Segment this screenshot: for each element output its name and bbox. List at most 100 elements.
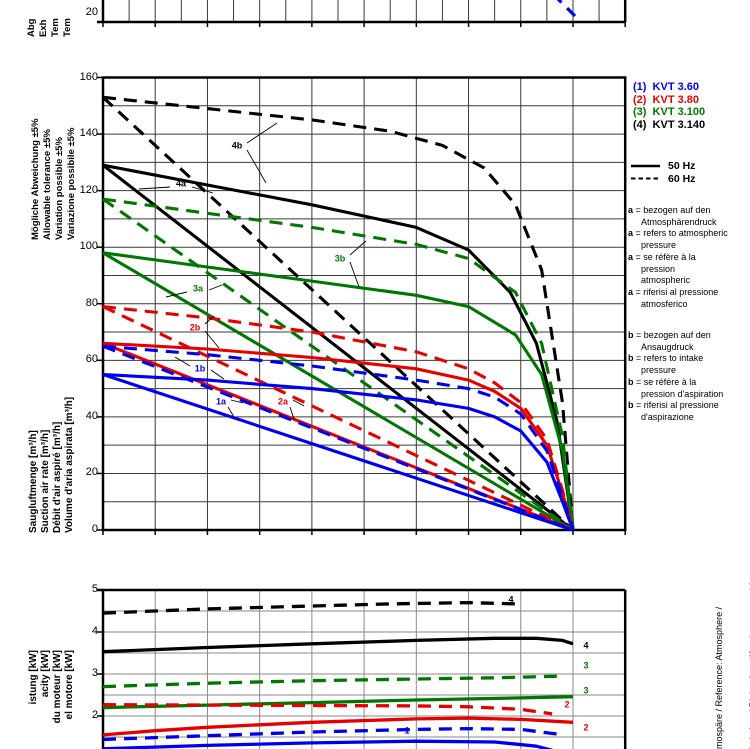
note-line: b = se réfère à la: [628, 376, 697, 387]
curve-1b-60hz: [102, 344, 575, 531]
suction-ytick-label: 140: [79, 127, 98, 140]
curve-label-3a: 3a: [192, 283, 204, 294]
power-curve-3-60hz: [102, 674, 563, 689]
axis-title-line: Saugluftmenge [m³/h]: [28, 430, 39, 533]
power-ytick-label: 2: [91, 709, 98, 721]
annotation-leader: [174, 356, 191, 367]
curve-4b-50hz: [102, 163, 575, 531]
curve-label-1b: 1b: [194, 363, 206, 374]
annotation-leader: [289, 406, 295, 420]
suction-ytick-label: 80: [85, 296, 98, 309]
note-line: atmospheric: [641, 275, 691, 286]
curve-label-4: 4: [583, 640, 589, 651]
note-line: Ansaugdruck: [641, 341, 694, 352]
curve-label-3: 3: [583, 660, 589, 671]
annotation-leader: [204, 315, 215, 325]
power-curve-1-50hz: [102, 739, 554, 749]
curve-label-4a: 4a: [175, 178, 187, 189]
curve-label-2: 2: [564, 699, 570, 710]
legend-entry-pump2: (2) KVT 3.80: [633, 93, 700, 106]
curve-label-1: 1: [404, 725, 410, 736]
modification-reserved-note: vorbehalten / Right of modification rese…: [721, 520, 750, 749]
annotation-leader: [246, 149, 267, 184]
note-line: Atmosphärendruck: [641, 216, 717, 227]
axis-title-line: Tem: [62, 18, 73, 37]
suction-ytick-label: 60: [85, 353, 98, 366]
annotation-leader: [138, 186, 171, 190]
suction-ytick-label: 40: [85, 409, 98, 422]
curve-label-3: 3: [583, 685, 589, 696]
note-line: b = refers to intake: [628, 353, 704, 364]
annotation-leader: [165, 291, 188, 298]
note-line: d'aspirazione: [641, 411, 694, 422]
suction-ytick-label: 100: [79, 240, 98, 253]
axis-title-line: istung [kW]: [28, 650, 39, 705]
curve-label-2: 2: [583, 722, 589, 733]
suction-ytick-label: 20: [85, 466, 98, 479]
annotation-leader: [292, 399, 305, 407]
annotation-leader: [227, 406, 235, 418]
curve-label-3b: 3b: [334, 253, 346, 264]
annotation-leader: [230, 399, 244, 404]
annotation-leader: [208, 284, 223, 291]
curve-4b-60hz: [102, 95, 575, 531]
note-line: b = bezogen auf den: [628, 330, 711, 340]
note-line: pressure: [641, 240, 677, 251]
axis-title-line: Tem: [50, 18, 61, 37]
freq-50hz-label: 50 Hz: [668, 160, 696, 172]
power-ytick-label: 3: [91, 667, 98, 679]
axis-title-line: Allowable tolerance ±5%: [42, 129, 53, 240]
note-line: b = riferisi al pressione: [628, 400, 719, 411]
curve-1b-50hz: [102, 372, 575, 531]
axis-title-line: acity [kW]: [40, 650, 51, 698]
note-b-block: b = bezogen auf den Ansaugdruck b = refers…: [628, 330, 750, 424]
suction-ytick-label: 120: [79, 183, 98, 196]
annotation-leader: [349, 261, 360, 288]
suction-ytick-label: 160: [79, 70, 98, 83]
curve-label-4b: 4b: [231, 140, 243, 151]
axis-title-line: Exh: [38, 19, 49, 37]
power-ytick-label: 5: [91, 583, 98, 595]
suction-ytick-label: 0: [91, 523, 98, 535]
curve-4a-50hz: [102, 163, 574, 532]
curve-3a-60hz: [102, 197, 574, 532]
note-line: pression: [641, 263, 676, 274]
curve-2a-60hz: [102, 305, 574, 532]
curve-1a-60hz: [102, 344, 574, 532]
axis-title-line: Mögliche Abweichung ±5%: [30, 118, 41, 240]
note-line: atmosferico: [641, 298, 688, 309]
note-line: pression d'aspiration: [641, 388, 724, 399]
curve-1a-50hz: [102, 373, 574, 532]
curve-label-1a: 1a: [215, 396, 227, 407]
curve-label-2b: 2b: [189, 322, 201, 333]
exhaust-chart-ytick-20: 20: [85, 6, 98, 18]
freq-60hz-label: 60 Hz: [668, 172, 696, 185]
axis-title-line: Suction air rate [m³/h]: [40, 429, 51, 533]
note-line: a = riferisi al pressione: [628, 286, 719, 297]
annotation-leader: [210, 369, 225, 380]
curve-2b-60hz: [102, 305, 575, 531]
note-a-block: a = bezogen auf den Atmosphärendruck a = r…: [628, 205, 750, 310]
annotation-leader: [349, 240, 367, 256]
curve-3b-50hz: [102, 251, 575, 531]
exhaust-curve-fragment: [556, 0, 577, 18]
note-line: a = bezogen auf den: [628, 205, 711, 215]
curve-label-4: 4: [508, 594, 514, 605]
annotation-leader: [191, 186, 214, 194]
axis-title-line: Abg: [26, 18, 37, 37]
note-line: a = se réfère à la: [628, 251, 696, 262]
power-curve-2-60hz: [102, 703, 553, 716]
exhaust-axis-title-fragments: Abg Exh Tem Tem: [26, 18, 74, 37]
power-curve-4-60hz: [102, 600, 516, 615]
power-curve-4-50hz: [102, 636, 574, 654]
power-curve-2-50hz: [102, 716, 574, 737]
legend-entry-pump1: (1) KVT 3.60: [633, 81, 700, 93]
note-line: a = refers to atmospheric: [628, 228, 728, 239]
annotation-leader: [204, 330, 220, 349]
legend-entry-pump3: (3) KVT 3.100: [633, 106, 706, 119]
legend-entry-pump4: (4) KVT 3.140: [633, 118, 706, 131]
curve-label-2a: 2a: [277, 396, 289, 407]
curve-4a-60hz: [101, 96, 575, 532]
